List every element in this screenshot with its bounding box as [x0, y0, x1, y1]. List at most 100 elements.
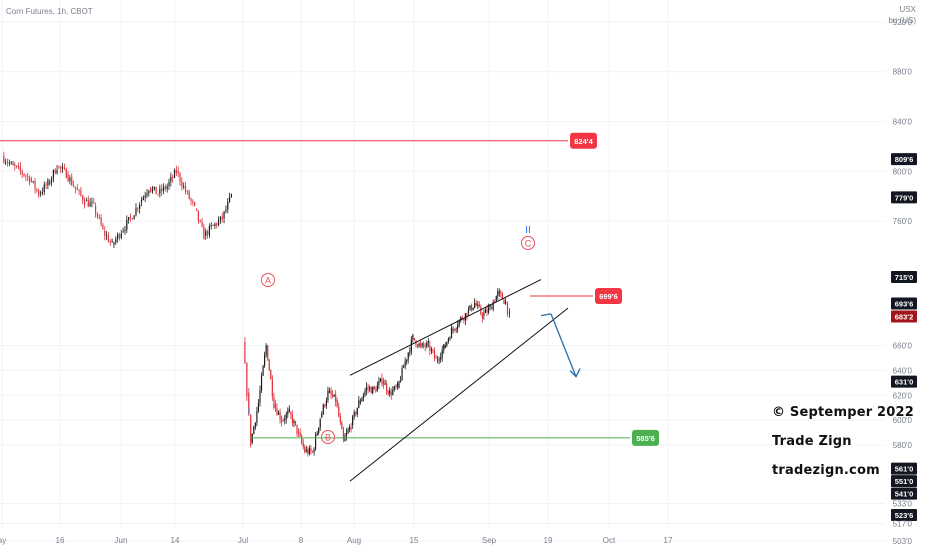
- y-tick-label-9: 580'0: [893, 441, 913, 450]
- candle-body-180: [330, 391, 332, 395]
- candle-body-240: [423, 343, 425, 346]
- candle-body-155: [291, 414, 294, 424]
- candle-body-239: [421, 343, 423, 347]
- copyright-text: © Septemper 2022: [772, 405, 915, 420]
- candle-body-11: [23, 173, 25, 176]
- x-tick-label-9: 19: [544, 536, 553, 545]
- candle-body-96: [179, 173, 181, 182]
- y-tick-label-5: 660'0: [893, 341, 913, 350]
- y-axis: 920'0 880'0 840'0 800'0 760'0 660'0 640'0 620'0…: [893, 18, 913, 546]
- x-tick-label-4: Jul: [238, 536, 248, 545]
- candle-body-111: [206, 231, 209, 236]
- candle-body-4: [10, 162, 12, 164]
- candle-body-191: [347, 430, 349, 434]
- candle-body-249: [436, 359, 439, 361]
- candle-body-79: [148, 190, 150, 194]
- candle-body-49: [93, 201, 95, 203]
- level-badge-2: [632, 429, 659, 446]
- level-badge-text-1: 699'6: [599, 292, 617, 301]
- candle-body-34: [65, 168, 67, 179]
- candle-body-178: [327, 390, 329, 401]
- candle-body-31: [60, 166, 62, 169]
- candle-body-47: [89, 202, 91, 207]
- candle-body-106: [197, 210, 199, 221]
- candle-body-28: [54, 169, 56, 174]
- candle-body-119: [221, 216, 223, 220]
- candle-body-137: [264, 354, 266, 366]
- candle-body-38: [72, 184, 75, 187]
- candle-body-110: [205, 231, 207, 236]
- candle-body-260: [453, 329, 456, 330]
- candle-body-93: [173, 170, 176, 178]
- candle-body-55: [104, 230, 106, 236]
- candle-body-238: [419, 343, 422, 345]
- candle-body-68: [128, 217, 130, 220]
- price-label-bg-3: [891, 297, 917, 310]
- candle-body-223: [396, 383, 399, 388]
- candle-body-127: [248, 392, 250, 415]
- candle-body-122: [227, 201, 229, 210]
- candle-body-103: [192, 200, 194, 203]
- candle-body-205: [369, 387, 371, 389]
- candle-body-75: [140, 200, 143, 203]
- price-label-0: 809'6: [895, 155, 913, 164]
- candle-body-108: [201, 221, 203, 227]
- y-tick-label-10: 533'0: [893, 500, 913, 509]
- candle-body-25: [49, 182, 51, 184]
- brand-name: Trade Zign: [772, 434, 852, 449]
- price-label-3: 693'6: [895, 299, 913, 308]
- candle-body-225: [399, 380, 402, 382]
- candle-body-213: [381, 378, 383, 385]
- candle-body-17: [34, 181, 36, 190]
- x-tick-label-11: 17: [664, 536, 673, 545]
- candle-body-280: [484, 309, 487, 313]
- candle-body-73: [137, 207, 139, 209]
- y-tick-label-1: 880'0: [893, 68, 913, 77]
- candle-body-150: [284, 419, 286, 421]
- y-tick-label-4: 760'0: [893, 217, 913, 226]
- projection-arrow-shaft: [550, 313, 577, 377]
- candle-body-216: [386, 383, 388, 392]
- candle-body-145: [276, 408, 278, 415]
- candle-body-270: [469, 305, 471, 310]
- candle-body-292: [503, 299, 505, 304]
- x-tick-label-8: Sep: [482, 536, 497, 545]
- unit-label-measure: bu (US): [888, 16, 916, 25]
- candle-body-154: [290, 412, 292, 415]
- wave-circle-a: [261, 273, 275, 287]
- candle-body-285: [492, 302, 494, 310]
- candle-body-279: [483, 312, 485, 316]
- candle-body-241: [424, 345, 426, 347]
- candle-body-262: [457, 325, 459, 329]
- candle-body-43: [82, 195, 84, 202]
- candle-body-192: [348, 427, 351, 431]
- candle-body-186: [339, 416, 341, 423]
- candle-body-277: [480, 306, 482, 315]
- candle-body-171: [316, 432, 318, 436]
- candle-body-113: [210, 225, 212, 227]
- candle-body-60: [113, 242, 115, 245]
- candle-body-291: [501, 293, 504, 300]
- candle-body-143: [273, 396, 275, 408]
- candle-body-281: [486, 309, 488, 313]
- candle-body-41: [78, 189, 80, 191]
- candle-body-136: [262, 365, 264, 376]
- price-label-bg-4: [891, 310, 917, 323]
- chart-title: Corn Futures, 1h, CBOT: [6, 7, 93, 16]
- candle-body-70: [131, 218, 133, 220]
- candle-body-131: [254, 422, 256, 427]
- candle-body-64: [120, 233, 122, 238]
- candle-body-123: [228, 197, 231, 202]
- candle-body-202: [364, 390, 366, 395]
- candle-body-203: [365, 386, 368, 391]
- candle-body-5: [12, 164, 14, 166]
- candle-body-19: [38, 190, 40, 196]
- x-tick-label-5: 8: [299, 536, 304, 545]
- candle-body-21: [41, 191, 43, 194]
- candle-body-215: [384, 383, 386, 385]
- candle-body-153: [288, 408, 290, 412]
- level-badge-1: [595, 288, 622, 305]
- candle-body-51: [96, 213, 99, 217]
